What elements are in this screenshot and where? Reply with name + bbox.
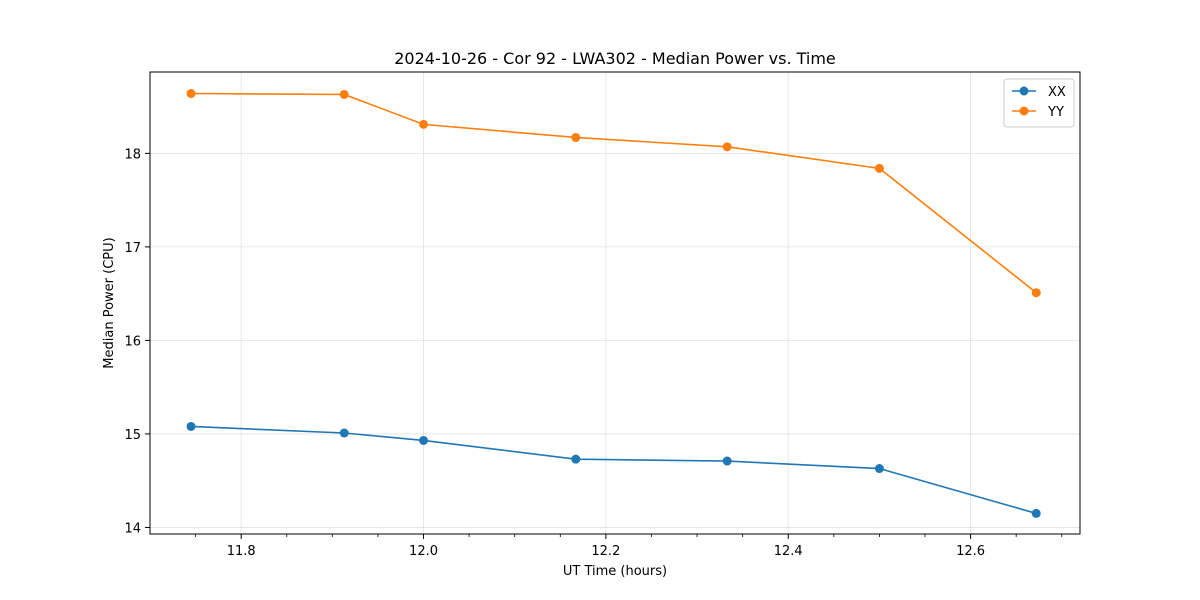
x-axis-label: UT Time (hours) (563, 564, 667, 579)
plot-frame (149, 71, 1081, 535)
data-point-xx (722, 456, 732, 466)
x-tick-label: 11.8 (227, 544, 256, 559)
legend-marker-yy (1019, 106, 1029, 116)
data-point-xx (874, 464, 884, 474)
data-point-xx (186, 421, 196, 431)
data-point-xx (1031, 508, 1041, 518)
data-point-yy (1031, 288, 1041, 298)
y-tick-label: 14 (124, 521, 141, 536)
legend: XX YY (1003, 78, 1075, 128)
data-point-yy (339, 89, 349, 99)
data-point-yy (419, 119, 429, 129)
x-tick-label: 12.4 (774, 544, 803, 559)
data-point-yy (722, 142, 732, 152)
data-point-xx (571, 454, 581, 464)
chart-title: 2024-10-26 - Cor 92 - LWA302 - Median Po… (394, 49, 836, 68)
y-tick-label: 17 (124, 241, 141, 256)
data-point-xx (419, 435, 429, 445)
data-point-yy (874, 163, 884, 173)
y-tick-label: 15 (124, 428, 141, 443)
y-axis-label: Median Power (CPU) (102, 237, 117, 368)
x-tick-label: 12.0 (409, 544, 438, 559)
ticks: 11.8 12.0 12.2 12.4 12.6 14 15 16 17 18 (124, 147, 1063, 559)
data-point-yy (186, 89, 196, 99)
legend-label-xx: XX (1048, 85, 1066, 100)
grid (150, 72, 1080, 534)
legend-marker-xx (1019, 86, 1029, 96)
data-point-xx (339, 428, 349, 438)
x-tick-label: 12.6 (956, 544, 985, 559)
legend-label-yy: YY (1047, 105, 1064, 120)
x-tick-label: 12.2 (591, 544, 620, 559)
series-layer (186, 89, 1041, 518)
y-tick-label: 18 (124, 147, 141, 162)
y-tick-label: 16 (124, 334, 141, 349)
data-point-yy (571, 132, 581, 142)
